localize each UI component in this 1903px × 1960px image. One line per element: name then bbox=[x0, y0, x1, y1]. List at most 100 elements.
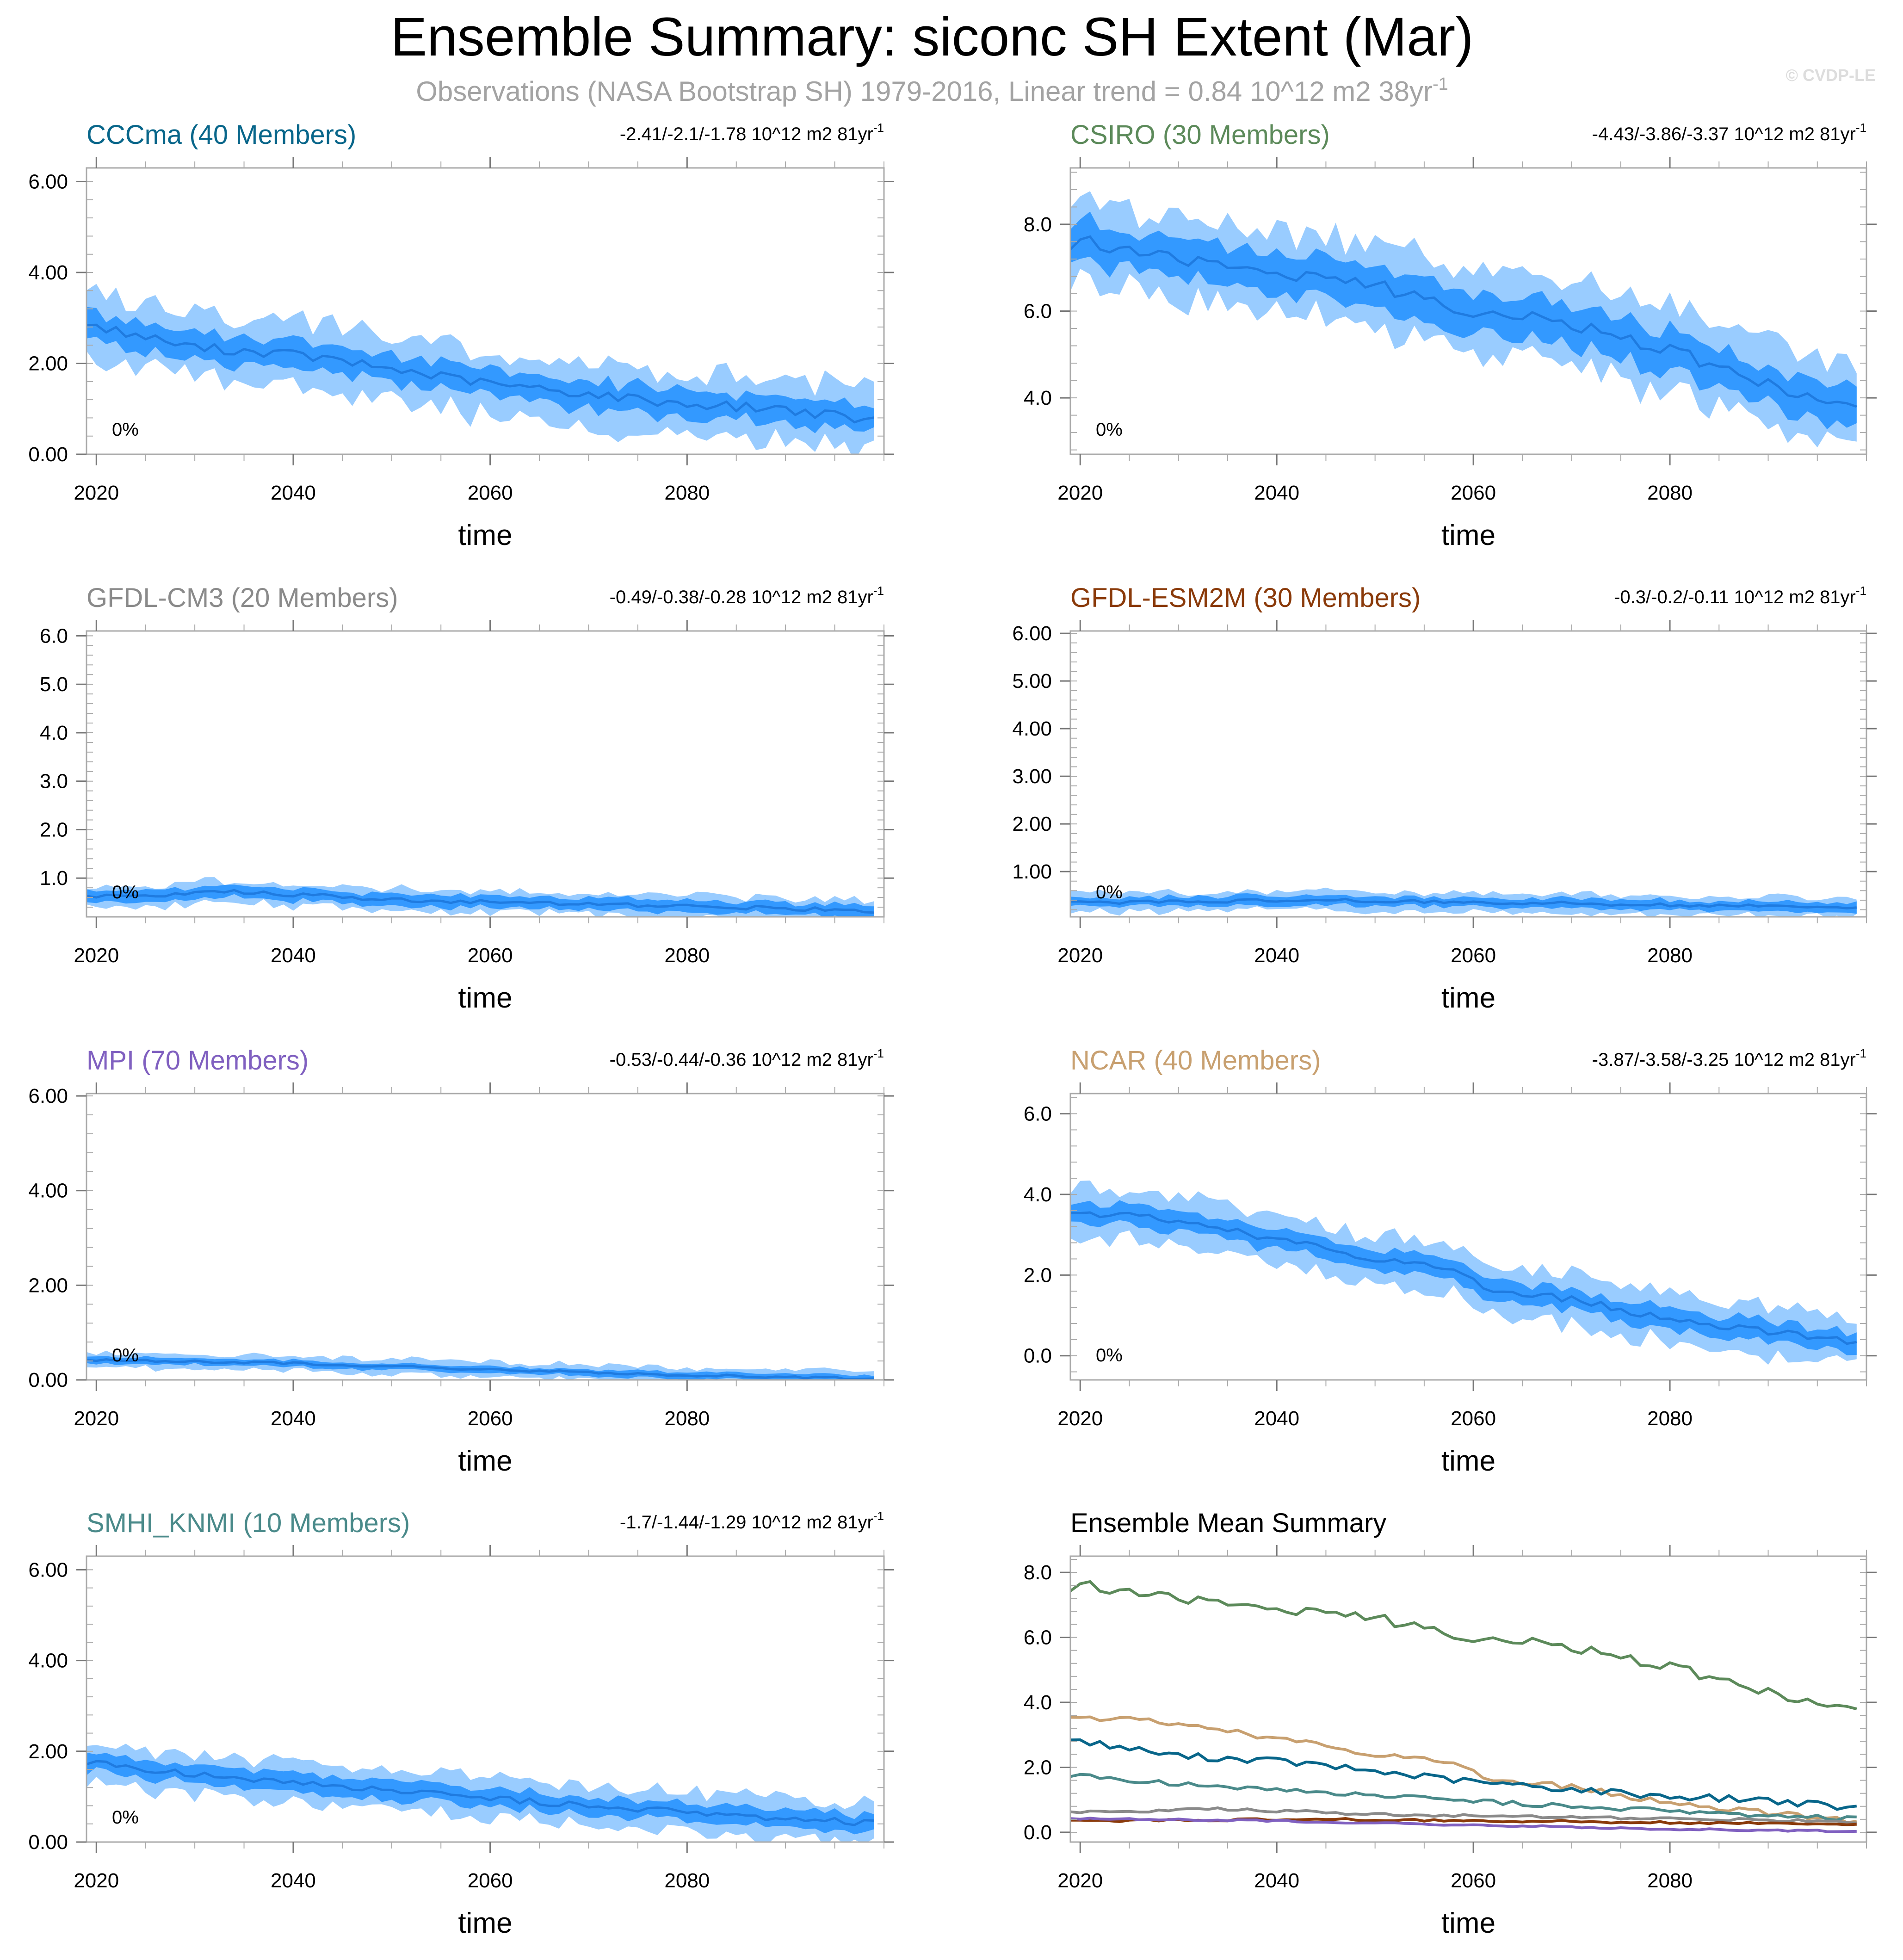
plot-area bbox=[1070, 887, 1857, 917]
x-tick-label: 2020 bbox=[1057, 482, 1103, 504]
inner-spread-band bbox=[86, 1752, 874, 1835]
trend-label: -2.41/-2.1/-1.78 10^12 m2 81yr-1 bbox=[620, 121, 884, 144]
x-axis-label: time bbox=[1441, 1445, 1495, 1477]
y-tick-label: 6.0 bbox=[1024, 1626, 1052, 1649]
panel-title: NCAR (40 Members) bbox=[1070, 1045, 1321, 1076]
x-tick-label: 2060 bbox=[468, 1407, 513, 1430]
panel-title: MPI (70 Members) bbox=[86, 1045, 309, 1076]
panel-title: CCCma (40 Members) bbox=[86, 120, 356, 150]
x-axis-label: time bbox=[1441, 1907, 1495, 1939]
panel-title: GFDL-ESM2M (30 Members) bbox=[1070, 583, 1421, 613]
plot-area bbox=[86, 877, 874, 917]
y-tick-label: 6.00 bbox=[28, 1085, 68, 1107]
mean-line-ncar bbox=[1070, 1715, 1857, 1824]
plot-area bbox=[1070, 1181, 1857, 1365]
trend-superscript: -1 bbox=[873, 584, 884, 598]
y-tick-label: 2.00 bbox=[28, 1740, 68, 1763]
y-tick-label: 5.00 bbox=[1012, 670, 1052, 692]
inner-spread-band bbox=[1070, 211, 1857, 430]
x-axis-label: time bbox=[458, 1907, 512, 1939]
x-axis-label: time bbox=[458, 1445, 512, 1477]
y-tick-label: 4.0 bbox=[40, 722, 68, 744]
y-tick-label: 0.0 bbox=[1024, 1345, 1052, 1367]
y-tick-label: 1.0 bbox=[40, 867, 68, 890]
x-axis-label: time bbox=[458, 982, 512, 1014]
trend-superscript: -1 bbox=[873, 1046, 884, 1060]
y-tick-label: 0.0 bbox=[1024, 1821, 1052, 1844]
y-tick-label: 6.00 bbox=[28, 1558, 68, 1581]
x-tick-label: 2040 bbox=[271, 1407, 316, 1430]
trend-label: -0.53/-0.44/-0.36 10^12 m2 81yr-1 bbox=[610, 1046, 884, 1070]
plot-frame bbox=[1069, 1555, 1867, 1843]
ensemble-mean-line bbox=[86, 323, 875, 424]
x-tick-label: 2040 bbox=[271, 482, 316, 504]
x-axis-label: time bbox=[458, 519, 512, 551]
watermark: © CVDP-LE bbox=[1786, 66, 1876, 85]
panel-title: Ensemble Mean Summary bbox=[1070, 1508, 1386, 1538]
trend-value: -0.3/-0.2/-0.11 10^12 m2 81yr bbox=[1614, 587, 1856, 607]
panel-gfdl-cm3: GFDL-CM3 (20 Members) -0.49/-0.38/-0.28 1… bbox=[40, 583, 894, 1014]
subtitle-superscript: -1 bbox=[1433, 74, 1448, 94]
x-tick-label: 2040 bbox=[1254, 1869, 1299, 1892]
mean-line-cccma bbox=[1070, 1738, 1857, 1811]
x-tick-label: 2060 bbox=[1451, 1869, 1496, 1892]
x-tick-label: 2060 bbox=[468, 1869, 513, 1892]
trend-superscript: -1 bbox=[1856, 121, 1866, 135]
x-tick-label: 2080 bbox=[1647, 482, 1693, 504]
y-tick-label: 4.0 bbox=[1024, 387, 1052, 409]
mean-line-csiro bbox=[1070, 1580, 1857, 1711]
plot-frame bbox=[86, 630, 885, 918]
plot-frame bbox=[1069, 1093, 1867, 1381]
y-tick-label: 1.00 bbox=[1012, 860, 1052, 883]
y-tick-label: 6.0 bbox=[1024, 1103, 1052, 1125]
panel-cccma: CCCma (40 Members) -2.41/-2.1/-1.78 10^12… bbox=[28, 120, 894, 551]
x-tick-label: 2060 bbox=[1451, 482, 1496, 504]
y-tick-label: 2.0 bbox=[1024, 1264, 1052, 1286]
y-tick-label: 2.0 bbox=[40, 818, 68, 841]
ensemble-mean-line bbox=[86, 1760, 874, 1826]
percent-label: 0% bbox=[112, 1345, 139, 1366]
trend-label: -0.49/-0.38/-0.28 10^12 m2 81yr-1 bbox=[610, 584, 884, 607]
x-tick-label: 2020 bbox=[1057, 944, 1103, 967]
y-tick-label: 3.00 bbox=[1012, 765, 1052, 788]
x-tick-label: 2080 bbox=[664, 1869, 710, 1892]
trend-label: -3.87/-3.58/-3.25 10^12 m2 81yr-1 bbox=[1592, 1046, 1866, 1070]
x-tick-label: 2080 bbox=[664, 944, 710, 967]
panel-title: CSIRO (30 Members) bbox=[1070, 120, 1330, 150]
y-tick-label: 0.00 bbox=[28, 443, 68, 466]
y-tick-label: 6.00 bbox=[1012, 622, 1052, 645]
trend-value: -0.53/-0.44/-0.36 10^12 m2 81yr bbox=[610, 1050, 873, 1070]
trend-superscript: -1 bbox=[1856, 1046, 1866, 1060]
y-tick-label: 0.00 bbox=[28, 1369, 68, 1391]
y-tick-label: 6.00 bbox=[28, 170, 68, 193]
percent-label: 0% bbox=[1096, 882, 1123, 903]
trend-value: -2.41/-2.1/-1.78 10^12 m2 81yr bbox=[620, 124, 873, 144]
plot-frame bbox=[86, 1093, 885, 1381]
x-tick-label: 2020 bbox=[1057, 1869, 1103, 1892]
plot-area bbox=[86, 1350, 874, 1380]
ensemble-mean-line bbox=[1070, 1211, 1857, 1345]
y-tick-label: 8.0 bbox=[1024, 213, 1052, 236]
x-tick-label: 2060 bbox=[468, 944, 513, 967]
panel-smhi_knmi: SMHI_KNMI (10 Members) -1.7/-1.44/-1.29 1… bbox=[28, 1508, 894, 1939]
figure-subtitle: Observations (NASA Bootstrap SH) 1979-20… bbox=[416, 74, 1448, 107]
trend-value: -4.43/-3.86/-3.37 10^12 m2 81yr bbox=[1592, 124, 1856, 144]
trend-superscript: -1 bbox=[1856, 584, 1866, 598]
x-tick-label: 2020 bbox=[74, 482, 119, 504]
inner-spread-band bbox=[86, 1356, 874, 1380]
percent-label: 0% bbox=[112, 420, 139, 440]
x-tick-label: 2040 bbox=[271, 944, 316, 967]
x-tick-label: 2060 bbox=[1451, 944, 1496, 967]
percent-label: 0% bbox=[112, 882, 139, 903]
panel-csiro: CSIRO (30 Members) -4.43/-3.86/-3.37 10^1… bbox=[1024, 120, 1877, 551]
subtitle-text: Observations (NASA Bootstrap SH) 1979-20… bbox=[416, 76, 1433, 107]
y-tick-label: 4.0 bbox=[1024, 1183, 1052, 1206]
x-axis-label: time bbox=[1441, 982, 1495, 1014]
y-tick-label: 8.0 bbox=[1024, 1561, 1052, 1584]
trend-label: -4.43/-3.86/-3.37 10^12 m2 81yr-1 bbox=[1592, 121, 1866, 144]
y-tick-label: 4.0 bbox=[1024, 1691, 1052, 1714]
panel-title: GFDL-CM3 (20 Members) bbox=[86, 583, 398, 613]
percent-label: 0% bbox=[1096, 1345, 1123, 1366]
percent-label: 0% bbox=[112, 1807, 139, 1828]
